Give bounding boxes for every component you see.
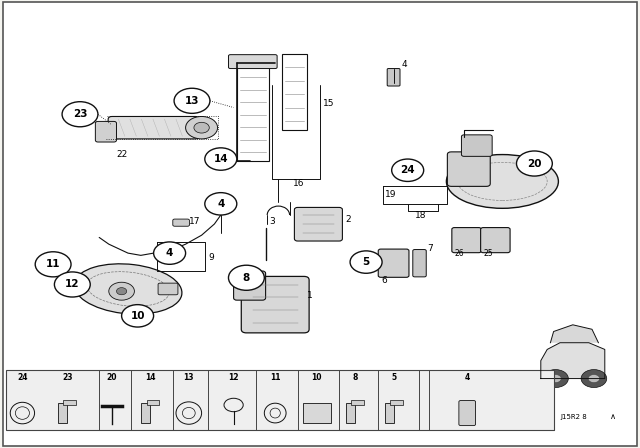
Circle shape (550, 375, 561, 383)
FancyBboxPatch shape (294, 207, 342, 241)
FancyBboxPatch shape (303, 403, 331, 423)
Polygon shape (541, 343, 605, 379)
Text: 20: 20 (107, 373, 117, 382)
Text: J15R2 8: J15R2 8 (560, 414, 587, 420)
Text: 6: 6 (381, 276, 387, 284)
FancyBboxPatch shape (241, 276, 309, 333)
FancyBboxPatch shape (413, 250, 426, 277)
Circle shape (154, 242, 186, 264)
FancyBboxPatch shape (141, 403, 150, 423)
Text: 15: 15 (323, 99, 335, 108)
FancyBboxPatch shape (173, 219, 189, 226)
Circle shape (228, 265, 264, 290)
Text: 4: 4 (465, 373, 470, 382)
FancyBboxPatch shape (58, 403, 67, 423)
Text: 4: 4 (166, 248, 173, 258)
Text: 14: 14 (214, 154, 228, 164)
Text: 4: 4 (217, 199, 225, 209)
FancyBboxPatch shape (346, 403, 355, 423)
Text: 9: 9 (208, 253, 214, 262)
FancyBboxPatch shape (147, 400, 159, 405)
FancyBboxPatch shape (387, 69, 400, 86)
Text: 26: 26 (454, 249, 464, 258)
Text: 5: 5 (362, 257, 370, 267)
Circle shape (588, 375, 600, 383)
Text: 3: 3 (269, 217, 275, 226)
Text: ∧: ∧ (610, 412, 616, 421)
Text: 25: 25 (483, 249, 493, 258)
Text: 24: 24 (401, 165, 415, 175)
Text: 8: 8 (243, 273, 250, 283)
FancyBboxPatch shape (459, 401, 476, 426)
Text: 20: 20 (527, 159, 541, 168)
Text: 10: 10 (312, 373, 322, 382)
FancyBboxPatch shape (385, 403, 394, 423)
Text: 5: 5 (391, 373, 396, 382)
FancyBboxPatch shape (6, 370, 554, 430)
Text: 22: 22 (116, 150, 127, 159)
FancyBboxPatch shape (95, 121, 116, 142)
Circle shape (109, 282, 134, 300)
FancyBboxPatch shape (452, 228, 481, 253)
FancyBboxPatch shape (228, 55, 277, 69)
Circle shape (62, 102, 98, 127)
Circle shape (350, 251, 382, 273)
Text: 7: 7 (428, 244, 433, 253)
Circle shape (122, 305, 154, 327)
Text: 16: 16 (293, 179, 305, 188)
FancyBboxPatch shape (3, 2, 637, 446)
Text: 13: 13 (184, 373, 194, 382)
Text: 12: 12 (228, 373, 239, 382)
Circle shape (205, 193, 237, 215)
Text: 11: 11 (270, 373, 280, 382)
FancyBboxPatch shape (447, 152, 490, 186)
Text: 2: 2 (346, 215, 351, 224)
FancyBboxPatch shape (234, 271, 266, 300)
Circle shape (194, 122, 209, 133)
Text: 12: 12 (65, 280, 79, 289)
Circle shape (35, 252, 71, 277)
Text: 23: 23 (73, 109, 87, 119)
Text: 11: 11 (46, 259, 60, 269)
Polygon shape (550, 325, 598, 343)
Text: 1: 1 (307, 291, 313, 300)
Ellipse shape (74, 264, 182, 314)
Circle shape (186, 116, 218, 139)
Text: 14: 14 (145, 373, 156, 382)
Circle shape (54, 272, 90, 297)
Circle shape (543, 370, 568, 388)
Text: 13: 13 (185, 96, 199, 106)
FancyBboxPatch shape (378, 249, 409, 277)
Text: 23: 23 (62, 373, 72, 382)
FancyBboxPatch shape (481, 228, 510, 253)
Circle shape (174, 88, 210, 113)
Circle shape (205, 148, 237, 170)
Circle shape (516, 151, 552, 176)
Text: 8: 8 (353, 373, 358, 382)
Text: 17: 17 (189, 217, 200, 226)
FancyBboxPatch shape (390, 400, 403, 405)
FancyBboxPatch shape (158, 283, 178, 295)
Circle shape (392, 159, 424, 181)
Text: 19: 19 (385, 190, 396, 199)
FancyBboxPatch shape (63, 400, 76, 405)
Text: 10: 10 (131, 311, 145, 321)
Text: 24: 24 (17, 373, 28, 382)
FancyBboxPatch shape (461, 135, 492, 156)
FancyBboxPatch shape (108, 116, 199, 139)
Text: 4: 4 (402, 60, 408, 69)
FancyBboxPatch shape (351, 400, 364, 405)
Circle shape (116, 288, 127, 295)
Text: 18: 18 (415, 211, 426, 220)
Circle shape (581, 370, 607, 388)
Ellipse shape (447, 155, 559, 208)
